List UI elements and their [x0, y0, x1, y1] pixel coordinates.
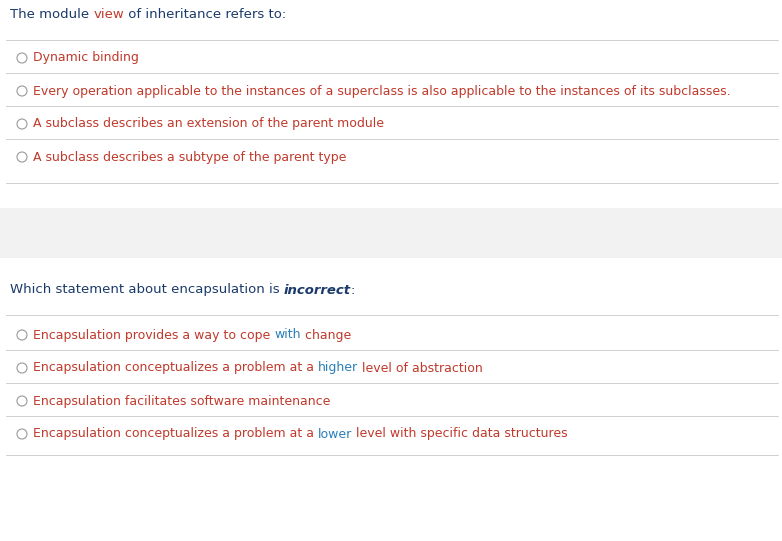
Text: incorrect: incorrect: [284, 283, 351, 296]
Text: with: with: [274, 328, 301, 341]
Text: higher: higher: [318, 361, 358, 374]
Text: A subclass describes a subtype of the parent type: A subclass describes a subtype of the pa…: [33, 150, 346, 163]
Text: lower: lower: [318, 427, 352, 440]
Text: Encapsulation conceptualizes a problem at a: Encapsulation conceptualizes a problem a…: [33, 427, 318, 440]
Text: :: :: [351, 283, 355, 296]
Text: Which statement about encapsulation is: Which statement about encapsulation is: [10, 283, 284, 296]
Text: of inheritance refers to:: of inheritance refers to:: [124, 8, 286, 21]
Text: Dynamic binding: Dynamic binding: [33, 51, 139, 64]
Text: Encapsulation provides a way to cope: Encapsulation provides a way to cope: [33, 328, 274, 341]
Text: Encapsulation conceptualizes a problem at a: Encapsulation conceptualizes a problem a…: [33, 361, 318, 374]
Text: change: change: [301, 328, 351, 341]
Text: level of abstraction: level of abstraction: [358, 361, 482, 374]
Bar: [0, 208, 782, 258]
Text: Every operation applicable to the instances of a superclass is also applicable t: Every operation applicable to the instan…: [33, 84, 730, 97]
Text: Encapsulation facilitates software maintenance: Encapsulation facilitates software maint…: [33, 394, 330, 407]
Text: The module: The module: [10, 8, 93, 21]
Text: level with specific data structures: level with specific data structures: [352, 427, 568, 440]
Text: view: view: [93, 8, 124, 21]
Text: A subclass describes an extension of the parent module: A subclass describes an extension of the…: [33, 117, 384, 130]
